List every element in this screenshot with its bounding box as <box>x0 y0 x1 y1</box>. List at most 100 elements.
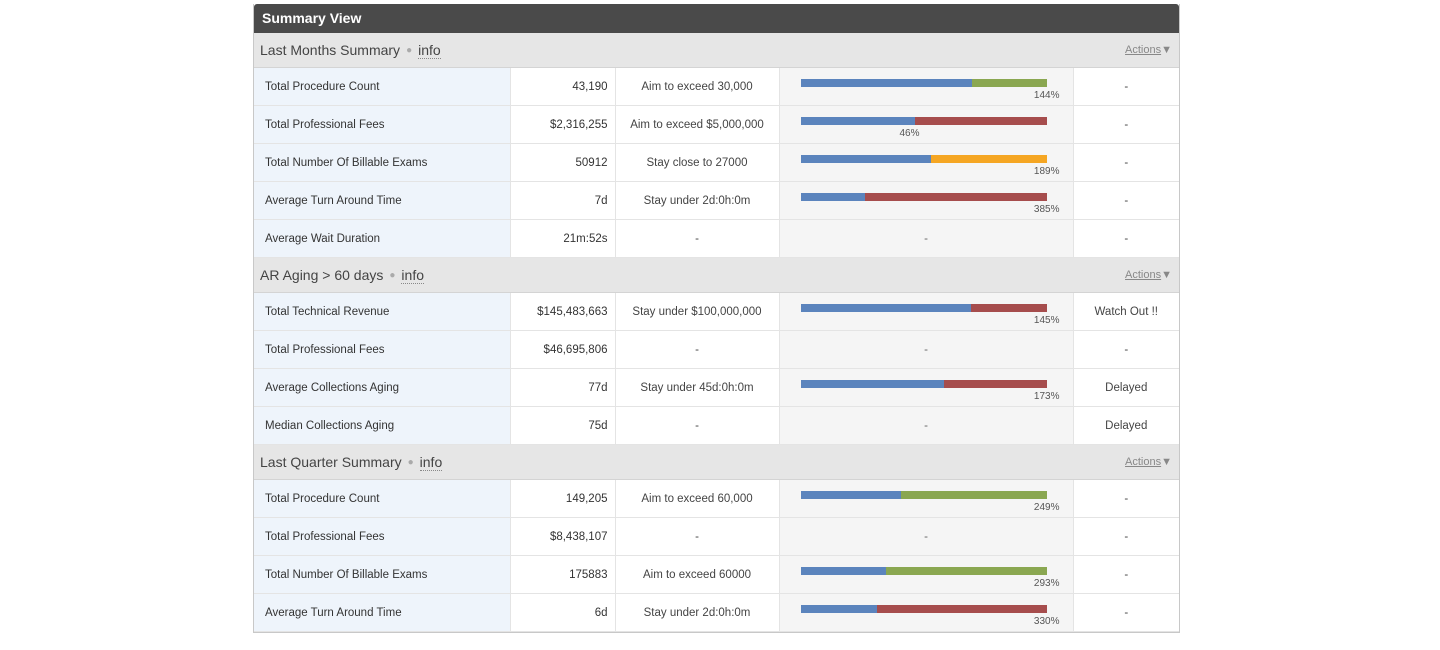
progress-bar <box>800 117 1048 125</box>
metric-value: 7d <box>510 181 616 220</box>
separator-dot-icon: ● <box>407 457 414 469</box>
metric-status: - <box>1073 330 1179 369</box>
progress-cell: 293% <box>779 555 1074 594</box>
progress-cell: 330% <box>779 593 1074 632</box>
metric-value: 21m:52s <box>510 219 616 258</box>
metric-target: - <box>615 517 780 556</box>
progress-actual-segment <box>800 567 886 575</box>
section-title: AR Aging > 60 days <box>260 267 384 283</box>
metric-status: - <box>1073 480 1179 518</box>
progress-cell: 249% <box>779 480 1074 518</box>
progress-cell: 189% <box>779 143 1074 182</box>
table-row: Total Number Of Billable Exams 50912 Stay … <box>254 143 1179 182</box>
progress-percent: 249% <box>1033 502 1060 513</box>
metric-status: - <box>1073 593 1179 632</box>
table-row: Total Professional Fees $8,438,107- - - <box>254 517 1179 556</box>
progress-placeholder: - <box>924 232 928 245</box>
progress-actual-segment <box>800 491 901 499</box>
progress-bar <box>800 193 1048 201</box>
progress-cell: 46% <box>779 105 1074 144</box>
metric-target: - <box>615 219 780 258</box>
metrics-table: Total Procedure Count 43,190 Aim to exceed… <box>254 68 1179 258</box>
progress-actual-segment <box>800 155 932 163</box>
metric-name: Total Procedure Count <box>254 68 511 106</box>
caret-down-icon: ▼ <box>1161 44 1172 56</box>
progress-percent: 46% <box>899 128 920 139</box>
section-header: AR Aging > 60 days ● info Actions▼ <box>254 258 1179 293</box>
actions-menu[interactable]: Actions▼ <box>1125 33 1172 67</box>
metrics-table: Total Technical Revenue $145,483,663 Stay … <box>254 293 1179 445</box>
metric-target: Aim to exceed 60,000 <box>615 480 780 518</box>
info-link[interactable]: info <box>418 42 441 59</box>
section-header: Last Quarter Summary ● info Actions▼ <box>254 445 1179 480</box>
table-row: Total Professional Fees $2,316,255 Aim to … <box>254 105 1179 144</box>
progress-cell: 145% <box>779 293 1074 331</box>
metric-status: Delayed <box>1073 368 1179 407</box>
table-row: Total Professional Fees $46,695,806- - - <box>254 330 1179 369</box>
progress-actual-segment <box>800 605 878 613</box>
metric-value: 77d <box>510 368 616 407</box>
metric-target: Stay under 2d:0h:0m <box>615 593 780 632</box>
progress-bar <box>800 155 1048 163</box>
metric-target: Stay under 45d:0h:0m <box>615 368 780 407</box>
progress-cell: 173% <box>779 368 1074 407</box>
progress-percent: 293% <box>1033 578 1060 589</box>
metric-value: $2,316,255 <box>510 105 616 144</box>
progress-actual-segment <box>800 79 972 87</box>
metric-name: Total Number Of Billable Exams <box>254 555 511 594</box>
metric-name: Total Number Of Billable Exams <box>254 143 511 182</box>
sections-container: Last Months Summary ● info Actions▼ Total Pr… <box>254 33 1179 632</box>
table-row: Average Turn Around Time 7d Stay under 2d:… <box>254 181 1179 220</box>
progress-cell: - <box>779 406 1074 445</box>
table-row: Average Turn Around Time 6d Stay under 2d:… <box>254 593 1179 632</box>
progress-cell: - <box>779 330 1074 369</box>
metric-target: Stay under 2d:0h:0m <box>615 181 780 220</box>
metric-name: Total Professional Fees <box>254 517 511 556</box>
actions-menu[interactable]: Actions▼ <box>1125 445 1172 479</box>
progress-cell: 144% <box>779 68 1074 106</box>
metric-value: $145,483,663 <box>510 293 616 331</box>
progress-percent: 385% <box>1033 204 1060 215</box>
progress-bar <box>800 605 1048 613</box>
metric-value: 149,205 <box>510 480 616 518</box>
metric-status: - <box>1073 517 1179 556</box>
info-link[interactable]: info <box>419 454 443 471</box>
progress-percent: 189% <box>1033 166 1060 177</box>
metric-name: Average Turn Around Time <box>254 593 511 632</box>
metric-target: - <box>615 330 780 369</box>
progress-remainder-segment <box>900 491 1048 499</box>
progress-remainder-segment <box>885 567 1048 575</box>
metric-status: - <box>1073 68 1179 106</box>
metric-name: Median Collections Aging <box>254 406 511 445</box>
metric-name: Average Wait Duration <box>254 219 511 258</box>
progress-remainder-segment <box>970 304 1048 312</box>
actions-label: Actions <box>1125 269 1162 281</box>
progress-bar <box>800 380 1048 388</box>
progress-remainder-segment <box>864 193 1048 201</box>
table-row: Total Number Of Billable Exams 175883 Aim … <box>254 555 1179 594</box>
table-row: Median Collections Aging 75d - - Delayed <box>254 406 1179 445</box>
table-row: Total Procedure Count 149,205 Aim to excee… <box>254 480 1179 518</box>
metric-status: Delayed <box>1073 406 1179 445</box>
progress-cell: - <box>779 517 1074 556</box>
progress-remainder-segment <box>877 605 1048 613</box>
metric-value: 43,190 <box>510 68 616 106</box>
progress-percent: 144% <box>1033 90 1060 101</box>
metric-target: Aim to exceed 30,000 <box>615 68 780 106</box>
table-row: Average Collections Aging 77d Stay under 4… <box>254 368 1179 407</box>
metric-name: Total Professional Fees <box>254 105 511 144</box>
actions-menu[interactable]: Actions▼ <box>1125 258 1172 292</box>
metric-name: Total Professional Fees <box>254 330 511 369</box>
progress-placeholder: - <box>924 530 928 543</box>
info-link[interactable]: info <box>401 267 424 284</box>
metric-name: Average Turn Around Time <box>254 181 511 220</box>
table-row: Total Procedure Count 43,190 Aim to exceed… <box>254 68 1179 106</box>
metric-value: 50912 <box>510 143 616 182</box>
caret-down-icon: ▼ <box>1161 456 1172 468</box>
progress-percent: 330% <box>1033 616 1060 627</box>
separator-dot-icon: ● <box>406 45 413 57</box>
metric-target: - <box>615 406 780 445</box>
progress-percent: 145% <box>1033 315 1060 326</box>
progress-actual-segment <box>800 193 865 201</box>
metric-status: - <box>1073 219 1179 258</box>
